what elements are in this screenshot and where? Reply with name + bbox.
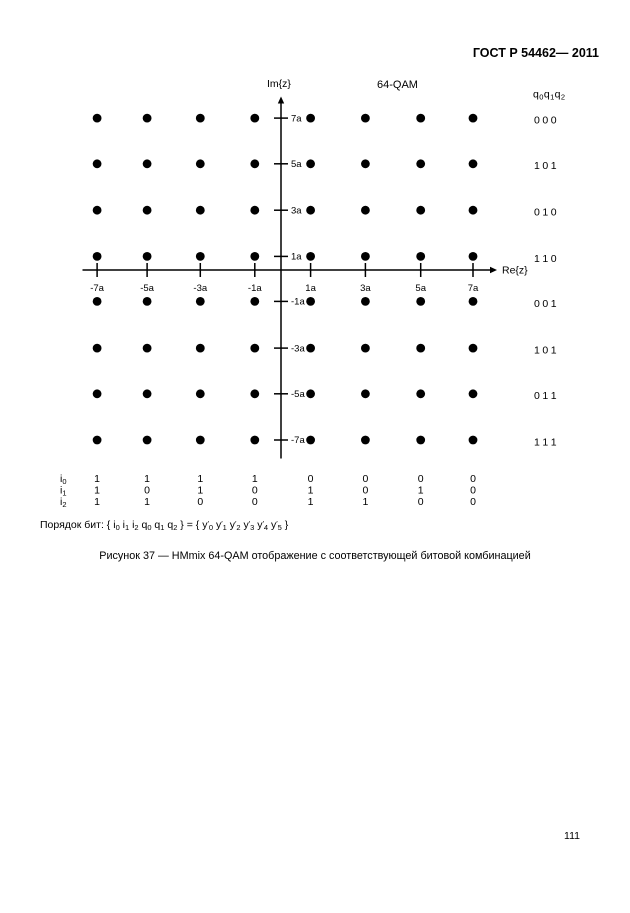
svg-text:-7a: -7a (291, 435, 305, 446)
svg-text:-1a: -1a (291, 297, 305, 308)
svg-text:0: 0 (144, 485, 150, 497)
svg-text:1: 1 (94, 485, 100, 497)
svg-text:0: 0 (362, 485, 368, 497)
svg-text:0: 0 (252, 485, 258, 497)
svg-text:7a: 7a (468, 283, 479, 294)
svg-text:5a: 5a (291, 159, 302, 170)
svg-text:1: 1 (144, 473, 150, 485)
svg-text:-3a: -3a (291, 343, 305, 354)
svg-text:Порядок бит: { i0 i1 i2 q0 q1: Порядок бит: { i0 i1 i2 q0 q1 q2 } = { y… (40, 519, 289, 532)
svg-text:0: 0 (308, 473, 314, 485)
svg-text:101: 101 (534, 160, 557, 172)
svg-text:5a: 5a (415, 283, 426, 294)
svg-text:i2: i2 (60, 496, 67, 509)
svg-text:1: 1 (197, 473, 203, 485)
svg-text:1a: 1a (291, 252, 302, 263)
svg-text:64-QAM: 64-QAM (377, 79, 418, 91)
svg-text:7a: 7a (291, 113, 302, 124)
svg-text:111: 111 (534, 436, 557, 448)
svg-text:0: 0 (418, 496, 424, 508)
svg-text:1: 1 (197, 485, 203, 497)
svg-text:-7a: -7a (90, 283, 104, 294)
svg-text:1: 1 (94, 496, 100, 508)
svg-text:-5a: -5a (291, 389, 305, 400)
svg-text:1: 1 (144, 496, 150, 508)
svg-text:111: 111 (564, 830, 580, 842)
svg-text:1: 1 (308, 496, 314, 508)
svg-text:Рисунок 37 — HMmix 64-QAM отоб: Рисунок 37 — HMmix 64-QAM отображение с … (99, 550, 530, 562)
svg-text:011: 011 (534, 390, 557, 402)
svg-text:0: 0 (252, 496, 258, 508)
svg-text:0: 0 (470, 496, 476, 508)
svg-text:3a: 3a (360, 283, 371, 294)
svg-text:1: 1 (252, 473, 258, 485)
svg-text:1: 1 (418, 485, 424, 497)
svg-text:q0q1q2: q0q1q2 (533, 89, 565, 102)
svg-text:3a: 3a (291, 205, 302, 216)
svg-text:010: 010 (534, 207, 557, 219)
svg-text:1: 1 (94, 473, 100, 485)
svg-text:0: 0 (470, 473, 476, 485)
svg-text:0: 0 (197, 496, 203, 508)
svg-text:110: 110 (534, 253, 557, 265)
svg-text:-5a: -5a (140, 283, 154, 294)
svg-text:Im{z}: Im{z} (267, 78, 291, 90)
svg-text:000: 000 (534, 115, 557, 127)
svg-text:0: 0 (418, 473, 424, 485)
svg-text:-3a: -3a (193, 283, 207, 294)
svg-text:-1a: -1a (248, 283, 262, 294)
svg-text:0: 0 (362, 473, 368, 485)
svg-text:0: 0 (470, 485, 476, 497)
svg-text:001: 001 (534, 298, 557, 310)
svg-text:Re{z}: Re{z} (502, 265, 528, 277)
svg-text:101: 101 (534, 345, 557, 357)
svg-text:1a: 1a (305, 283, 316, 294)
svg-text:1: 1 (308, 485, 314, 497)
svg-text:1: 1 (362, 496, 368, 508)
